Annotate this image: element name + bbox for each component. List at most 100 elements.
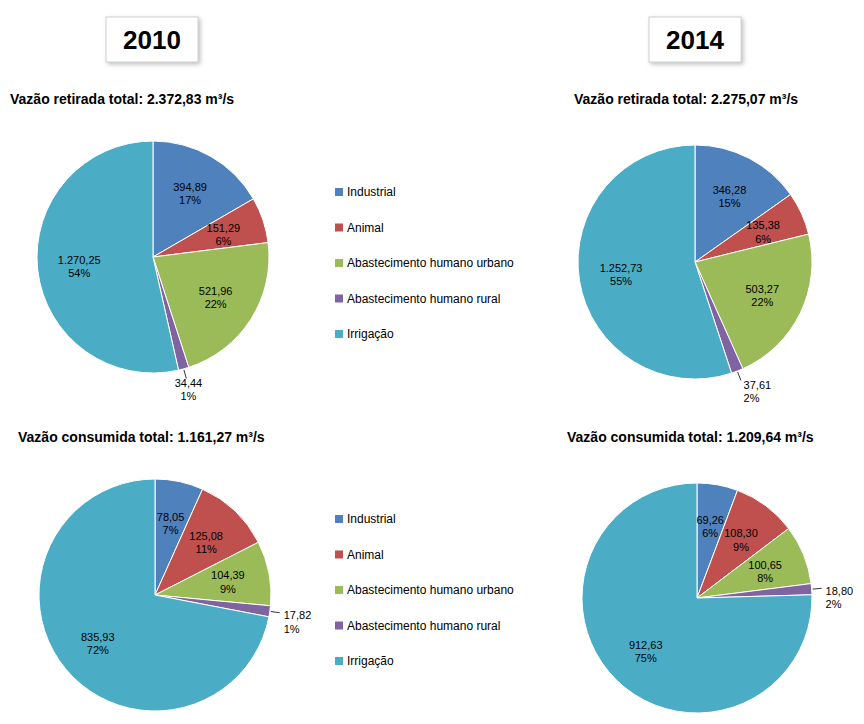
chart-title: Vazão consumida total: 1.161,27 m³/s bbox=[18, 429, 265, 445]
legend-label: Abastecimento humano urbano bbox=[347, 583, 514, 597]
data-labels: 78,057%125,0811%104,399%17,821%835,9372% bbox=[81, 511, 311, 656]
pie bbox=[37, 141, 269, 373]
data-label: 104,39 9% bbox=[211, 569, 245, 594]
percentage-label: 17% bbox=[179, 194, 201, 206]
legend-item: Industrial bbox=[335, 512, 396, 526]
percentage-label: 9% bbox=[220, 583, 236, 595]
legend-item: Abastecimento humano urbano bbox=[335, 256, 514, 270]
data-label: 135,386% bbox=[746, 219, 780, 244]
percentage-label: 1% bbox=[180, 390, 196, 402]
legend-swatch bbox=[335, 551, 343, 559]
data-labels: 394,8917%151,296%521,9622%34,441%1.270,2… bbox=[58, 181, 240, 402]
year-label: 2010 bbox=[123, 25, 181, 55]
data-label: 34,441% bbox=[175, 377, 203, 402]
legend-swatch bbox=[335, 188, 343, 196]
legend-item: Abastecimento humano urbano bbox=[335, 583, 514, 597]
percentage-label: 7% bbox=[163, 524, 179, 536]
value-label: 108,30 bbox=[724, 527, 758, 539]
pie-slice bbox=[578, 145, 732, 379]
pie-slice bbox=[37, 141, 179, 373]
percentage-label: 6% bbox=[702, 527, 718, 539]
legend-label: Abastecimento humano urbano bbox=[347, 256, 514, 270]
percentage-label: 2% bbox=[826, 598, 842, 610]
value-label: 346,28 bbox=[713, 184, 747, 196]
percentage-label: 75% bbox=[635, 652, 657, 664]
data-label: 78,057% bbox=[157, 511, 185, 536]
value-label: 125,08 bbox=[189, 530, 223, 542]
data-label: 151,296% bbox=[207, 222, 241, 247]
legend-swatch bbox=[335, 586, 343, 594]
legend-label: Industrial bbox=[347, 185, 396, 199]
legend-swatch bbox=[335, 295, 343, 303]
legend-item: Animal bbox=[335, 548, 384, 562]
pie bbox=[578, 145, 812, 379]
data-label: 125,0811% bbox=[189, 530, 223, 555]
data-label: 1.252,7355% bbox=[600, 262, 643, 287]
data-label: 17,82 1% bbox=[284, 609, 312, 634]
percentage-label: 2% bbox=[744, 392, 760, 404]
value-label: 394,89 bbox=[173, 181, 207, 193]
value-label: 503,27 bbox=[745, 283, 779, 295]
percentage-label: 6% bbox=[755, 232, 771, 244]
value-label: 104,39 bbox=[211, 569, 245, 581]
data-label: 108,30 9% bbox=[724, 527, 758, 552]
percentage-label: 54% bbox=[68, 267, 90, 279]
data-label: 503,2722% bbox=[745, 283, 779, 308]
legend-swatch bbox=[335, 515, 343, 523]
legend-swatch bbox=[335, 224, 343, 232]
percentage-label: 15% bbox=[718, 197, 740, 209]
year-header: 2014 bbox=[649, 17, 741, 62]
chart-title: Vazão retirada total: 2.275,07 m³/s bbox=[574, 91, 798, 107]
value-label: 78,05 bbox=[157, 511, 185, 523]
data-label: 1.270,2554% bbox=[58, 254, 101, 279]
legend-label: Irrigação bbox=[347, 654, 394, 668]
value-label: 69,26 bbox=[696, 514, 724, 526]
legend-swatch bbox=[335, 330, 343, 338]
value-label: 34,44 bbox=[175, 377, 203, 389]
chart-title: Vazão consumida total: 1.209,64 m³/s bbox=[567, 429, 814, 445]
value-label: 135,38 bbox=[746, 219, 780, 231]
percentage-label: 11% bbox=[196, 543, 217, 555]
pie bbox=[39, 479, 271, 711]
percentage-label: 72% bbox=[87, 644, 109, 656]
chart-title: Vazão retirada total: 2.372,83 m³/s bbox=[10, 91, 234, 107]
value-label: 835,93 bbox=[81, 631, 115, 643]
percentage-label: 22% bbox=[751, 296, 773, 308]
value-label: 17,82 bbox=[284, 609, 312, 621]
data-label: 835,9372% bbox=[81, 631, 115, 656]
data-labels: 69,266%108,309%100,658%18,802%912,6375% bbox=[629, 514, 853, 664]
legend: Industrial Animal Abastecimento humano urb… bbox=[335, 512, 514, 668]
percentage-label: 55% bbox=[610, 275, 632, 287]
legend-item: Industrial bbox=[335, 185, 396, 199]
percentage-label: 22% bbox=[205, 298, 227, 310]
legend-label: Animal bbox=[347, 548, 384, 562]
data-label: 18,802% bbox=[826, 585, 854, 610]
percentage-label: 9% bbox=[733, 541, 749, 553]
legend-item: Animal bbox=[335, 221, 384, 235]
year-box bbox=[649, 17, 741, 62]
legend-label: Animal bbox=[347, 221, 384, 235]
value-label: 912,63 bbox=[629, 639, 663, 651]
pie-slice bbox=[582, 483, 812, 713]
value-label: 1.270,25 bbox=[58, 254, 101, 266]
data-labels: 346,2815% 135,386% 503,2722% 37,612% 1.252,7… bbox=[600, 184, 780, 404]
leader-line bbox=[813, 588, 822, 590]
chart-canvas: 2010 Vazão retirada total: 2.372,83 m³/s 3… bbox=[0, 0, 864, 724]
year-label: 2014 bbox=[666, 25, 724, 55]
data-label: 346,2815% bbox=[713, 184, 747, 209]
legend-swatch bbox=[335, 657, 343, 665]
legend-swatch bbox=[335, 259, 343, 267]
leader-line bbox=[271, 611, 280, 612]
value-label: 18,80 bbox=[826, 585, 854, 597]
legend-item: Irrigação bbox=[335, 327, 394, 341]
legend-label: Abastecimento humano rural bbox=[347, 292, 500, 306]
data-label: 37,612% bbox=[744, 379, 772, 404]
data-label: 69,266% bbox=[696, 514, 724, 539]
legend-label: Industrial bbox=[347, 512, 396, 526]
percentage-label: 8% bbox=[757, 572, 773, 584]
pie-slice bbox=[39, 479, 269, 711]
value-label: 1.252,73 bbox=[600, 262, 643, 274]
percentage-label: 1% bbox=[284, 623, 300, 635]
value-label: 37,61 bbox=[744, 379, 772, 391]
legend-label: Irrigação bbox=[347, 327, 394, 341]
